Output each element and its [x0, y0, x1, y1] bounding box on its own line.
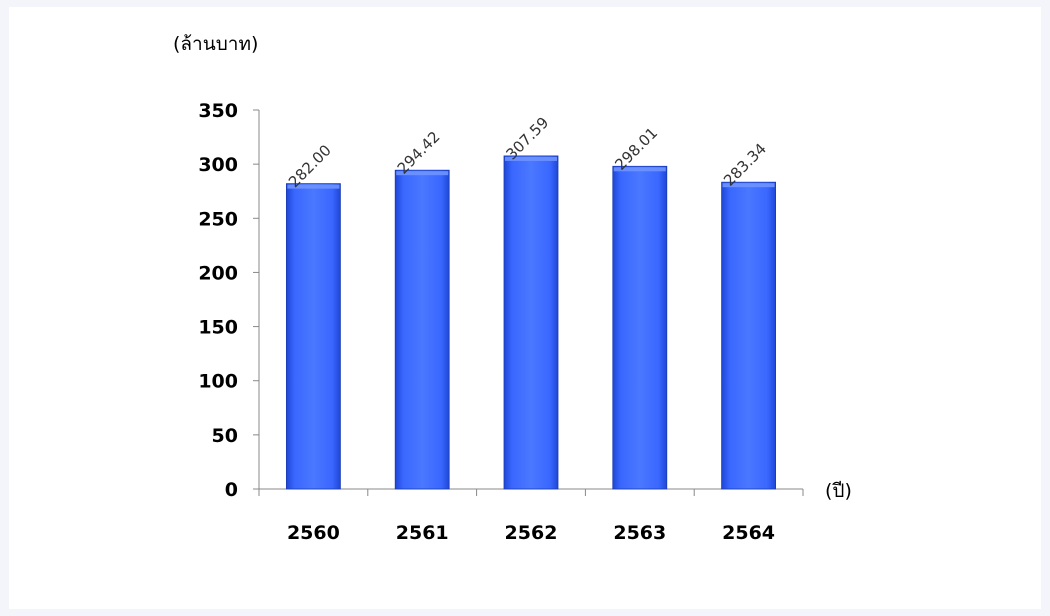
bar-cap-2564 — [722, 183, 775, 188]
y-tick-label: 0 — [225, 479, 238, 501]
y-tick-label: 350 — [198, 100, 238, 122]
bar-2562 — [503, 155, 559, 490]
y-axis-unit-label: (ล้านบาท) — [173, 33, 258, 55]
x-category-label: 2561 — [396, 522, 449, 544]
y-tick-label: 200 — [198, 262, 238, 284]
y-tick-label: 300 — [198, 154, 238, 176]
x-category-label: 2563 — [613, 522, 666, 544]
chart-labels: 0501001502002503003502560282.002561294.4… — [198, 100, 775, 544]
y-tick-label: 150 — [198, 317, 238, 339]
bar-2561 — [394, 169, 450, 490]
x-category-label: 2562 — [505, 522, 558, 544]
bar-cap-2560 — [287, 184, 340, 189]
y-tick-label: 100 — [198, 371, 238, 393]
bar-cap-2562 — [505, 156, 557, 161]
x-axis-unit-label: (ปี) — [825, 480, 852, 502]
x-category-label: 2564 — [722, 522, 775, 544]
chart-bars — [285, 155, 776, 490]
bar-2560 — [285, 183, 341, 490]
x-category-label: 2560 — [287, 522, 340, 544]
bar-2563 — [612, 165, 668, 490]
y-tick-label: 50 — [212, 425, 238, 447]
bar-cap-2561 — [396, 171, 449, 176]
y-tick-label: 250 — [198, 208, 238, 230]
bar-2564 — [721, 181, 776, 490]
bar-cap-2563 — [613, 167, 666, 172]
